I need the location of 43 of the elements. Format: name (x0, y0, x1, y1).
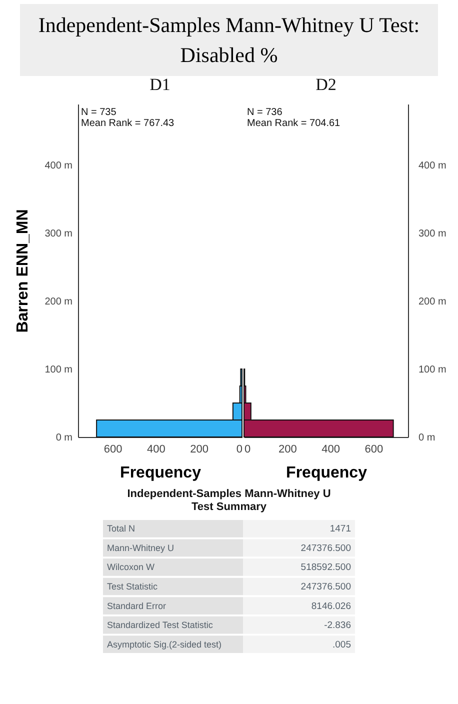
chart-subtitle: D2 (316, 75, 336, 94)
text: .005 (332, 639, 351, 650)
y-axis-title: Barren ENN_MN (14, 209, 32, 333)
x-tick-label: 200 (190, 444, 209, 456)
x-tick-label: 400 (147, 444, 166, 456)
y-tick-label: 0 m (418, 432, 436, 444)
x-axis-title: Frequency (120, 464, 202, 482)
text: -2.836 (324, 620, 351, 632)
text: Independent-Samples Mann-Whitney U Test Summary (127, 488, 331, 513)
x-tick-label: 400 (322, 444, 340, 456)
y-tick-label: 100 m (418, 364, 446, 376)
x-tick-label: 0 (236, 444, 242, 456)
annotation: Mean Rank = 704.61 (247, 118, 341, 129)
y-tick-label: 100 m (44, 364, 72, 376)
annotation: Mean Rank = 767.43 (81, 118, 175, 129)
text: 247376.500 (300, 542, 351, 554)
y-tick-label: 0 m (56, 432, 72, 444)
chart-subtitle: D1 (150, 75, 170, 94)
text: 247376.500 (300, 582, 351, 592)
annotation: N = 735 (81, 107, 117, 118)
y-tick-label: 200 m (44, 296, 72, 308)
text: 1471 (330, 524, 351, 535)
text: 8146.026 (311, 600, 351, 612)
category-label: Test Statistic (107, 582, 158, 592)
x-tick-label: 600 (104, 444, 122, 456)
category-label: Standard Error (107, 600, 166, 611)
category-label: Wilcoxon W (107, 562, 156, 572)
x-tick-label: 600 (364, 444, 384, 456)
y-tick-label: 300 m (418, 228, 446, 240)
y-tick-label: 400 m (418, 160, 446, 172)
chart-title: Independent-Samples Mann-Whitney U Test: Disabled % (20, 4, 438, 76)
x-tick-label: 0 (244, 444, 251, 456)
y-tick-label: 200 m (418, 296, 446, 308)
annotation: N = 736 (247, 107, 283, 118)
y-tick-label: 300 m (44, 228, 72, 240)
category-label: Standardized Test Statistic (107, 620, 214, 630)
category-label: Mann-Whitney U (107, 542, 174, 553)
x-axis-title: Frequency (286, 464, 368, 482)
category-label: Total N (107, 524, 136, 534)
category-label: Asymptotic Sig.(2-sided test) (107, 639, 222, 650)
y-tick-label: 400 m (44, 160, 72, 172)
x-tick-label: 200 (278, 444, 297, 456)
text: 518592.500 (300, 562, 351, 574)
